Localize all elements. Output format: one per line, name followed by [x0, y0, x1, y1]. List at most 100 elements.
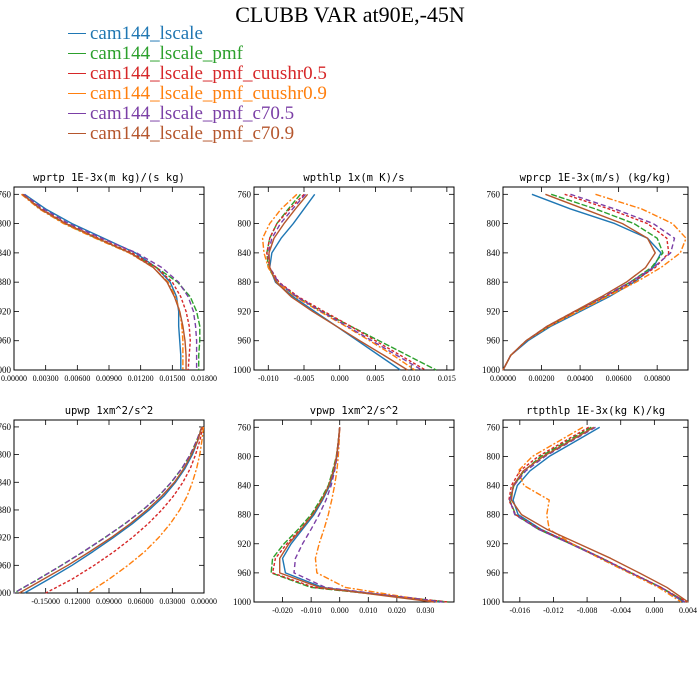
y-tick-label: 840: [487, 248, 501, 258]
plot-frame: [502, 186, 689, 371]
x-tick-label: -0.010: [301, 606, 322, 615]
series-line: [13, 426, 203, 594]
x-tick-label: 0.00800: [644, 374, 670, 383]
legend-swatch: [68, 113, 86, 115]
series-line: [21, 193, 201, 370]
legend-label: cam144_lscale: [90, 23, 203, 44]
series-line: [281, 427, 440, 603]
series-line: [266, 193, 426, 371]
y-tick-label: 840: [238, 481, 252, 491]
y-tick-label: 1000: [482, 597, 501, 607]
y-tick-label: 840: [487, 481, 501, 491]
y-tick-label: 920: [0, 306, 12, 316]
x-tick-label: 0.12000: [64, 597, 90, 606]
legend-label: cam144_lscale_pmf_c70.5: [90, 103, 295, 124]
x-tick-label: 0.01500: [159, 374, 185, 383]
x-tick-label: -0.008: [577, 606, 598, 615]
y-tick-label: 1000: [0, 365, 12, 375]
x-tick-label: 0.030: [416, 606, 434, 615]
series-line: [23, 193, 198, 370]
y-tick-label: 960: [0, 560, 12, 570]
y-tick-label: 880: [487, 510, 501, 520]
y-tick-label: 960: [238, 336, 252, 346]
y-tick-label: 760: [487, 422, 501, 432]
panel-title: rtpthlp 1E-3x(kg K)/kg: [526, 405, 665, 417]
x-tick-label: 0.00000: [1, 374, 27, 383]
y-tick-label: 800: [0, 450, 12, 460]
series-line: [502, 193, 656, 371]
series-line: [279, 427, 435, 603]
legend-label: cam144_lscale_pmf: [90, 43, 244, 64]
x-tick-label: -0.016: [509, 606, 530, 615]
series-line: [20, 193, 184, 370]
series-line: [267, 193, 423, 371]
y-tick-label: 880: [238, 277, 252, 287]
plot-frame: [13, 186, 205, 371]
y-tick-label: 880: [487, 277, 501, 287]
series-line: [314, 427, 437, 603]
y-tick-label: 800: [0, 219, 12, 229]
y-tick-label: 960: [487, 568, 501, 578]
x-tick-label: 0.06000: [128, 597, 154, 606]
x-tick-label: 0.015: [438, 374, 456, 383]
x-tick-label: 0.000: [331, 374, 349, 383]
y-tick-label: 1000: [0, 588, 12, 598]
series-line: [270, 427, 449, 603]
x-tick-label: 0.00000: [191, 597, 217, 606]
legend-swatch: [68, 93, 86, 95]
plot-frame: [502, 419, 689, 603]
legend-label: cam144_lscale_pmf_c70.9: [90, 123, 295, 144]
legend-item: cam144_lscale_pmf: [68, 44, 327, 64]
legend-item: cam144_lscale: [68, 24, 327, 44]
y-tick-label: 760: [0, 189, 12, 199]
legend-swatch: [68, 73, 86, 75]
figure-title: CLUBB VAR at90E,-45N: [235, 2, 465, 27]
x-tick-label: 0.00300: [33, 374, 59, 383]
x-tick-label: 0.00400: [567, 374, 593, 383]
y-tick-label: 880: [238, 510, 252, 520]
x-tick-label: 0.010: [402, 374, 420, 383]
legend-swatch: [68, 33, 86, 35]
x-tick-label: 0.004: [679, 606, 697, 615]
y-tick-label: 960: [487, 336, 501, 346]
legend-item: cam144_lscale_pmf_c70.5: [68, 104, 327, 124]
series-line: [266, 193, 437, 371]
legend-label: cam144_lscale_pmf_cuushr0.5: [90, 63, 327, 84]
series-line: [502, 193, 670, 371]
x-tick-label: 0.000: [645, 606, 663, 615]
legend: cam144_lscale cam144_lscale_pmf cam144_l…: [68, 24, 327, 144]
y-tick-label: 920: [487, 306, 501, 316]
x-tick-label: -0.010: [258, 374, 279, 383]
plot-frame: [13, 419, 205, 594]
series-line: [87, 426, 205, 594]
panel-title: wprtp 1E-3x(m kg)/(s kg): [33, 172, 185, 184]
x-tick-label: 0.03000: [159, 597, 185, 606]
panel-title: upwp 1xm^2/s^2: [65, 405, 154, 417]
series-line: [24, 426, 203, 594]
y-tick-label: 880: [0, 505, 12, 515]
x-tick-label: 0.01200: [128, 374, 154, 383]
x-tick-label: 0.01800: [191, 374, 217, 383]
legend-item: cam144_lscale_pmf_cuushr0.5: [68, 64, 327, 84]
series-line: [517, 426, 682, 603]
series-line: [502, 193, 664, 371]
x-tick-label: 0.005: [366, 374, 384, 383]
series-line: [508, 426, 687, 603]
legend-item: cam144_lscale_pmf_cuushr0.9: [68, 84, 327, 104]
series-line: [45, 426, 204, 594]
plot-frame: [253, 186, 455, 371]
y-tick-label: 1000: [233, 365, 252, 375]
series-line: [13, 426, 203, 594]
series-line: [293, 427, 443, 603]
x-tick-label: 0.000: [331, 606, 349, 615]
y-tick-label: 920: [238, 306, 252, 316]
series-line: [268, 193, 408, 371]
y-tick-label: 800: [238, 219, 252, 229]
y-tick-label: 840: [0, 477, 12, 487]
plot-frame: [253, 419, 455, 603]
series-line: [502, 193, 687, 371]
y-tick-label: 960: [0, 336, 12, 346]
x-tick-label: 0.020: [388, 606, 406, 615]
y-tick-label: 760: [238, 189, 252, 199]
x-tick-label: -0.020: [272, 606, 293, 615]
